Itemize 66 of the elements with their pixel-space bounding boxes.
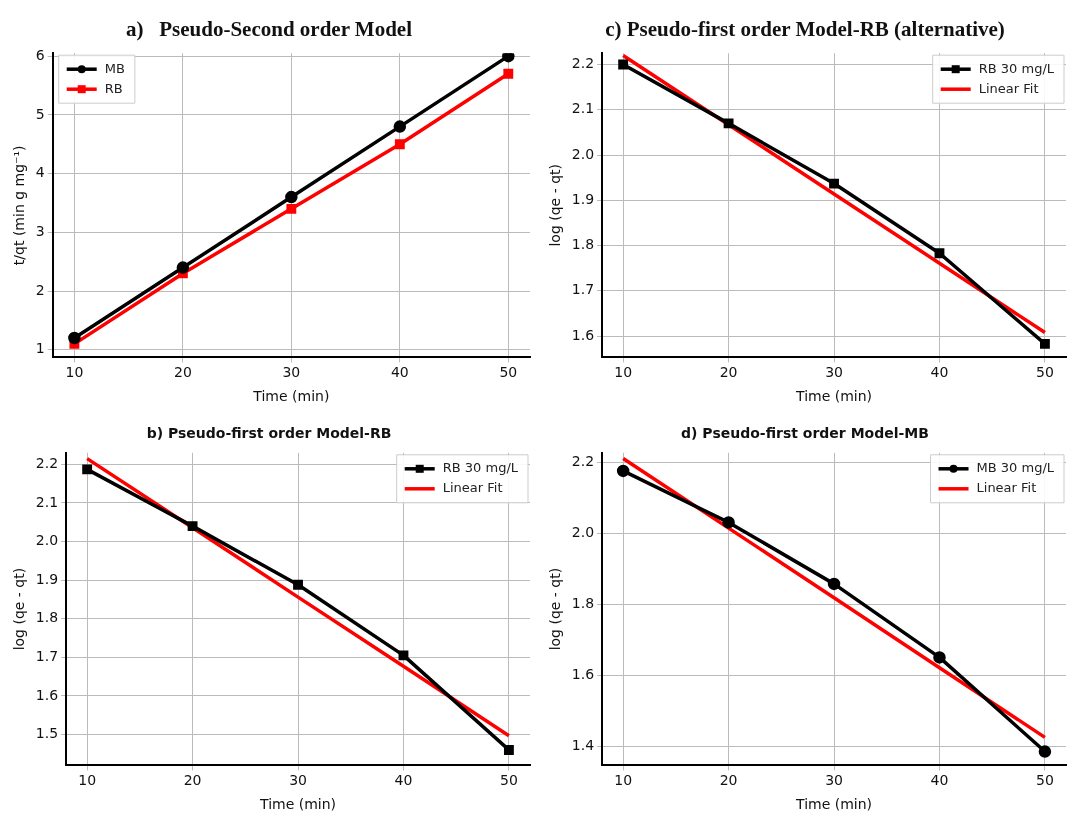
y-tick-label: 1.5 [35,725,59,742]
x-tick-label: 50 [499,364,518,381]
x-tick-label: 50 [1036,772,1054,789]
chart-title: a) Pseudo-Second order Model [125,17,413,42]
y-tick-label: 1.9 [35,570,59,587]
legend-label: RB [104,80,123,96]
legend-label: MB 30 mg/L [976,460,1055,476]
y-tick-label: 2.2 [571,452,595,469]
x-tick-label: 30 [825,772,843,789]
y-tick-label: 1.8 [35,609,59,626]
x-axis-title: Time (min) [259,796,337,813]
y-tick-label: 1.6 [571,326,595,343]
y-axis-title: log (qe - qt) [547,567,564,651]
x-tick-label: 40 [930,364,949,381]
x-tick-label: 20 [173,364,192,381]
x-tick-label: 30 [825,364,843,381]
x-tick-label: 10 [614,772,633,789]
y-tick-label: 2.0 [571,523,595,540]
x-tick-label: 40 [390,364,409,381]
x-tick-label: 10 [78,772,97,789]
y-tick-label: 1 [35,340,45,357]
x-tick-label: 20 [719,364,738,381]
x-axis-title: Time (min) [252,388,330,405]
legend-label: MB [104,60,125,76]
legend-label: Linear Fit [978,80,1039,96]
chart-title: b) Pseudo-first order Model-RB [146,425,392,442]
y-tick-label: 1.8 [571,594,595,611]
x-tick-label: 50 [500,772,518,789]
x-tick-label: 40 [930,772,949,789]
x-tick-label: 10 [65,364,84,381]
y-axis-title: log (qe - qt) [547,164,564,247]
y-axis-title: log (qe - qt) [11,567,28,651]
y-tick-label: 1.8 [571,236,595,253]
y-tick-label: 1.6 [571,665,595,682]
y-tick-label: 2.1 [571,100,595,117]
y-tick-label: 3 [35,222,45,239]
x-tick-label: 50 [1036,364,1054,381]
x-tick-label: 10 [614,364,633,381]
y-tick-label: 2 [35,281,45,298]
y-tick-label: 1.6 [35,686,59,703]
y-tick-label: 1.4 [571,736,595,753]
y-tick-label: 6 [35,46,45,63]
legend-label: RB 30 mg/L [978,60,1055,76]
x-tick-label: 20 [719,772,738,789]
y-tick-label: 1.7 [571,281,595,298]
y-tick-label: 2.0 [35,532,59,549]
legend-label: Linear Fit [442,480,503,496]
y-tick-label: 2.2 [571,55,595,72]
x-tick-label: 20 [183,772,202,789]
legend-label: RB 30 mg/L [442,460,519,476]
x-tick-label: 40 [394,772,413,789]
x-tick-label: 30 [289,772,307,789]
legend-label: Linear Fit [976,480,1037,496]
y-tick-label: 2.1 [35,493,59,510]
y-tick-label: 1.9 [571,190,595,207]
x-tick-label: 30 [282,364,301,381]
y-axis-title: t/qt (min g mg⁻¹) [11,145,28,266]
x-axis-title: Time (min) [795,388,873,405]
y-tick-label: 1.7 [35,647,59,664]
x-axis-title: Time (min) [795,796,873,813]
y-tick-label: 5 [35,105,45,122]
chart-title: d) Pseudo-first order Model-MB [681,425,929,442]
y-tick-label: 4 [35,164,45,181]
y-tick-label: 2.2 [35,455,59,472]
chart-title: c) Pseudo-first order Model-RB (alternative) [605,17,1005,42]
y-tick-label: 2.0 [571,145,595,162]
